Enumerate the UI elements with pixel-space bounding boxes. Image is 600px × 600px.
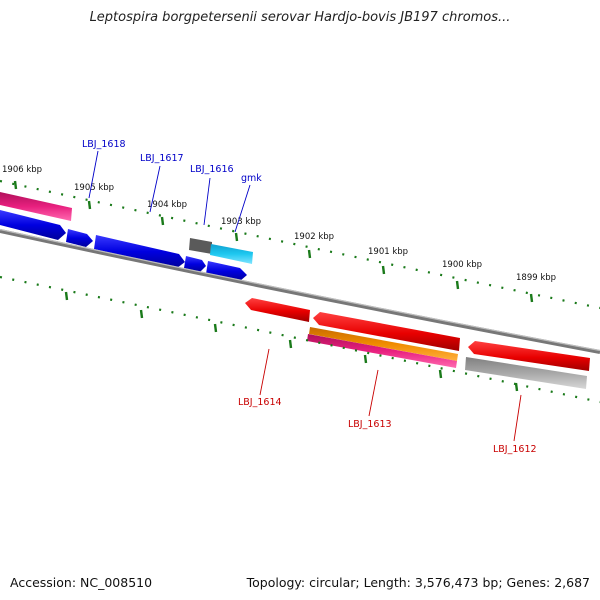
ruler-major-ticks [13, 180, 534, 303]
ruler-label-1904: 1904 kbp [147, 200, 187, 210]
gene-label-lbj-1618[interactable]: LBJ_1618 [82, 139, 126, 150]
upper-tick-ruler: 1906 kbp 1905 kbp 1904 kbp 1903 kbp 1902… [0, 165, 600, 310]
accession-text: Accession: NC_008510 [10, 575, 153, 590]
map-title: Leptospira borgpetersenii serovar Hardjo… [89, 10, 511, 25]
ruler-label-1900: 1900 kbp [442, 260, 482, 270]
ruler-label-1905: 1905 kbp [74, 183, 114, 193]
gene-arrow-unlabeled[interactable] [184, 256, 206, 272]
topology-text: Topology: circular; Length: 3,576,473 bp… [246, 575, 590, 590]
gene-label-lbj-1612[interactable]: LBJ_1612 [493, 444, 537, 455]
gene-label-lbj-1617[interactable]: LBJ_1617 [140, 153, 184, 164]
cyan-feature[interactable] [210, 244, 253, 264]
gray-feature-reverse[interactable] [465, 357, 587, 389]
chromosome-backbone [0, 229, 600, 354]
gene-arrow-lbj-1618[interactable] [0, 210, 66, 240]
gene-label-lbj-1613[interactable]: LBJ_1613 [348, 419, 392, 430]
reverse-callouts [259, 348, 522, 442]
forward-callouts [88, 150, 251, 233]
chromosome-backbone-highlight [0, 228, 600, 352]
gene-arrow-lbj-1617[interactable] [66, 229, 93, 247]
forward-strand-features [0, 192, 253, 281]
gene-arrow-lbj-1612[interactable] [468, 341, 590, 371]
gene-arrow-lbj-1613[interactable] [313, 312, 460, 351]
ruler-label-1902: 1902 kbp [294, 232, 334, 242]
gene-label-gmk[interactable]: gmk [241, 173, 262, 184]
lower-tick-ruler [0, 275, 600, 404]
ruler-minor-ticks [0, 179, 600, 310]
orange-feature-reverse[interactable] [309, 327, 458, 361]
pink-feature-reverse[interactable] [307, 334, 457, 368]
ruler-label-1899: 1899 kbp [516, 273, 556, 283]
dark-gray-feature[interactable] [189, 238, 212, 254]
reverse-strand-features [245, 298, 590, 389]
pink-feature-forward[interactable] [0, 192, 72, 221]
gene-label-lbj-1616[interactable]: LBJ_1616 [190, 164, 234, 175]
ruler-label-1906: 1906 kbp [2, 165, 42, 175]
ruler-label-1901: 1901 kbp [368, 247, 408, 257]
gene-arrow-lbj-1614[interactable] [245, 298, 310, 322]
ruler-label-1903: 1903 kbp [221, 217, 261, 227]
gene-arrow-lbj-1616[interactable] [94, 235, 185, 268]
gene-label-lbj-1614[interactable]: LBJ_1614 [238, 397, 282, 408]
lower-ruler-major-ticks [64, 291, 519, 392]
